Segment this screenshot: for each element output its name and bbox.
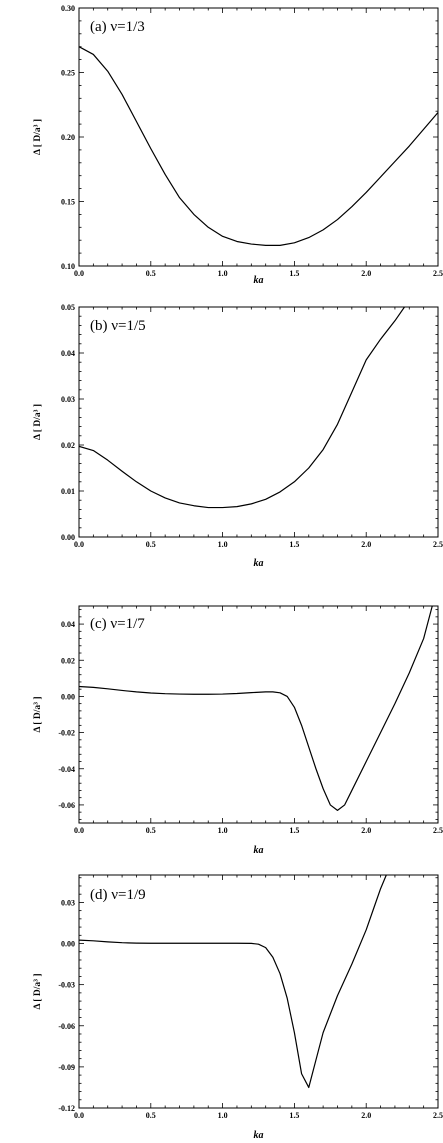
y-tick-label-c: -0.04: [58, 765, 75, 774]
x-axis-label-a: ka: [254, 275, 264, 285]
x-tick-label-a: 0.0: [74, 269, 84, 278]
x-tick-label-b: 1.0: [218, 540, 228, 549]
panel-a: 0.0 0.5 1.0 1.5 2.0 2.5 0.10 0.15 0.20 0.25 0.30 (a…: [0, 0, 443, 285]
x-axis-label-b: ka: [254, 558, 264, 569]
y-tick-label-a: 0.10: [61, 262, 75, 271]
plot-frame-c: [78, 605, 439, 824]
plot-frame-b: [78, 306, 439, 538]
series-line-d: [79, 875, 387, 1089]
x-tick-label-b: 0.0: [74, 540, 84, 549]
y-tick-label-a: 0.20: [61, 133, 75, 142]
x-tick-label-d: 0.0: [74, 1111, 84, 1120]
x-tick-label-c: 0.0: [74, 826, 84, 835]
series-line-c: [79, 606, 433, 811]
panel-d: 0.0 0.5 1.0 1.5 2.0 2.5 -0.12 -0.09 -0.06 -0.03 0.…: [0, 855, 443, 1143]
x-axis-label-d: ka: [254, 1130, 264, 1141]
y-tick-label-d: -0.03: [58, 981, 75, 990]
y-tick-label-c: 0.00: [61, 692, 75, 701]
x-tick-label-c: 1.0: [218, 826, 228, 835]
chart-panel-d: 0.0 0.5 1.0 1.5 2.0 2.5 -0.12 -0.09 -0.06 -0.03 0.…: [33, 874, 443, 1141]
y-tick-label-a: 0.30: [61, 4, 75, 13]
y-tick-label-b: 0.05: [61, 303, 75, 312]
x-tick-label-c: 2.0: [361, 826, 371, 835]
x-tick-label-c: 0.5: [146, 826, 156, 835]
y-tick-label-b: 0.01: [61, 487, 75, 496]
y-tick-label-b: 0.00: [61, 533, 75, 542]
y-tick-label-c: 0.02: [61, 656, 75, 665]
y-tick-label-b: 0.03: [61, 395, 75, 404]
y-tick-label-b: 0.04: [61, 349, 75, 358]
x-tick-label-d: 0.5: [146, 1111, 156, 1120]
chart-panel-a: 0.0 0.5 1.0 1.5 2.0 2.5 0.10 0.15 0.20 0.25 0.30 (a…: [33, 4, 443, 285]
x-tick-label-b: 0.5: [146, 540, 156, 549]
x-tick-label-a: 1.5: [289, 269, 299, 278]
x-tick-label-d: 1.0: [218, 1111, 228, 1120]
x-tick-label-d: 1.5: [289, 1111, 299, 1120]
plot-frame-a: [78, 7, 439, 267]
y-tick-label-a: 0.15: [61, 198, 75, 207]
plot-frame-d: [78, 874, 439, 1109]
chart-panel-b: 0.0 0.5 1.0 1.5 2.0 2.5 0.00 0.01 0.02 0.03 0.04 0.…: [33, 303, 443, 569]
panel-title-c: (c) ν=1/7: [90, 616, 145, 632]
x-tick-label-a: 1.0: [218, 269, 228, 278]
y-axis-label-c: Δ [ D/a³ ]: [33, 697, 43, 733]
y-tick-label-d: 0.03: [61, 898, 75, 907]
y-tick-label-a: 0.25: [61, 69, 75, 78]
y-axis-label-d: Δ [ D/a³ ]: [33, 974, 43, 1010]
panel-title-b: (b) ν=1/5: [90, 318, 146, 334]
y-tick-label-c: 0.04: [61, 620, 75, 629]
series-line-a: [79, 46, 438, 246]
x-tick-label-b: 2.5: [433, 540, 443, 549]
x-tick-label-d: 2.0: [361, 1111, 371, 1120]
panel-b: 0.0 0.5 1.0 1.5 2.0 2.5 0.00 0.01 0.02 0.03 0.04 0.…: [0, 285, 443, 570]
x-tick-label-a: 0.5: [146, 269, 156, 278]
x-tick-label-b: 2.0: [361, 540, 371, 549]
y-tick-label-d: 0.00: [61, 940, 75, 949]
x-axis-label-c: ka: [254, 845, 264, 855]
series-line-b: [79, 307, 406, 509]
y-axis-label-b: Δ [ D/a³ ]: [33, 404, 43, 440]
y-tick-label-d: -0.12: [58, 1104, 75, 1113]
x-tick-label-c: 2.5: [433, 826, 443, 835]
chart-panel-c: 0.0 0.5 1.0 1.5 2.0 2.5 -0.06 -0.04 -0.02 0.00 0.0…: [33, 605, 443, 855]
y-tick-label-d: -0.09: [58, 1063, 75, 1072]
y-axis-label-a: Δ [ D/a³ ]: [33, 119, 43, 155]
panel-c: 0.0 0.5 1.0 1.5 2.0 2.5 -0.06 -0.04 -0.02 0.00 0.0…: [0, 570, 443, 855]
y-tick-label-c: -0.06: [58, 801, 75, 810]
panel-title-a: (a) ν=1/3: [90, 19, 145, 35]
x-tick-label-a: 2.5: [433, 269, 443, 278]
x-tick-label-a: 2.0: [361, 269, 371, 278]
x-tick-label-d: 2.5: [433, 1111, 443, 1120]
x-tick-label-c: 1.5: [289, 826, 299, 835]
y-tick-label-c: -0.02: [58, 729, 75, 738]
y-tick-label-b: 0.02: [61, 441, 75, 450]
y-tick-label-d: -0.06: [58, 1022, 75, 1031]
x-tick-label-b: 1.5: [289, 540, 299, 549]
panel-title-d: (d) ν=1/9: [90, 887, 146, 903]
